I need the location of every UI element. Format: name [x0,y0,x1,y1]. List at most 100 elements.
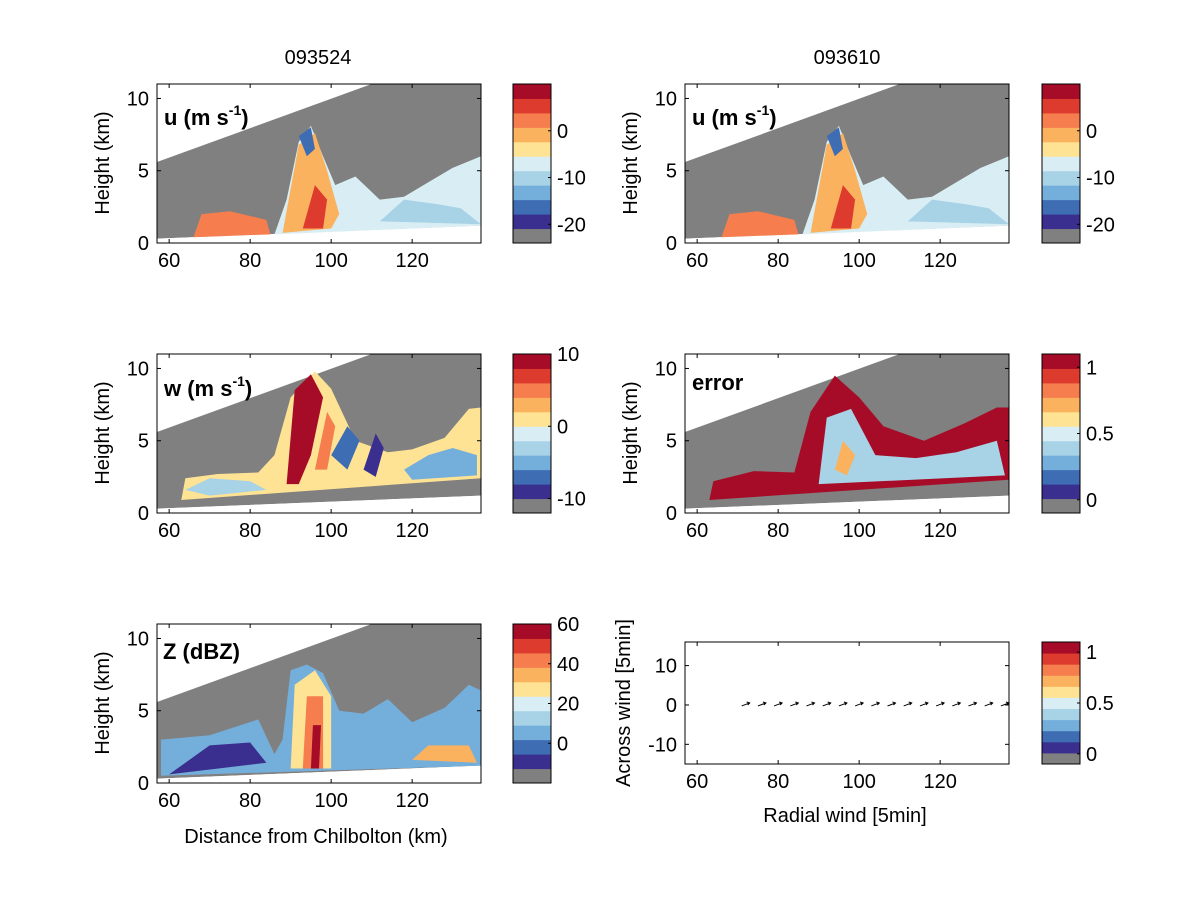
echo-region [286,374,324,485]
reflectivity-panel: Z (dBZ) Height (km) Distance from Chilbo… [92,614,579,848]
x-tick-label: 100 [314,790,347,812]
outside-scan [685,354,900,433]
colorbar-swatch [513,754,551,770]
x-tick-label: 120 [395,250,428,272]
column-title-right: 093610 [814,47,881,69]
error-panel: error Height (km) 1 0.5 0 60 80 100 120 0 5 10 [620,353,1114,542]
below-beam [157,495,481,513]
y-tick-label: 0 [138,233,149,255]
wind-arrow [822,702,831,707]
echo-region [185,478,267,496]
echo-region [830,185,856,229]
x-tick-label: 100 [842,520,875,542]
colorbar-swatch [1042,141,1080,157]
echo-region [826,127,843,157]
colorbar-swatch [1042,185,1080,201]
colorbar-frame [512,83,552,244]
echo-region [907,199,1009,225]
colorbar-swatch [513,397,551,413]
colorbar-tick-label: -10 [1086,168,1115,190]
x-tick-label: 60 [158,520,180,542]
colorbar-swatch [1042,354,1080,369]
colorbar-tick-label: 10 [557,344,579,366]
wind-arrow-head [827,701,832,706]
colorbar-swatch [513,354,551,369]
outside-scan [157,354,372,433]
wind-arrow [806,702,815,707]
colorbar-swatch [513,214,551,230]
wind-arrow [935,702,945,707]
x-tick-label: 120 [923,250,956,272]
colorbar-swatch [513,681,551,697]
echo-region [169,742,267,775]
colorbar-tick-label: -10 [557,168,586,190]
colorbar-swatch [513,768,551,783]
colorbar-swatch [1042,368,1080,384]
colorbar-swatch [1042,730,1080,743]
y-tick-label: 0 [666,695,677,717]
colorbar-swatch [1042,708,1080,721]
colorbar-swatch [1042,697,1080,710]
y-tick-label: 5 [138,161,149,183]
wind-arrow [984,702,993,707]
colorbar-swatch [513,667,551,683]
wind-arrow-head [924,701,929,706]
echo-region [412,745,477,763]
colorbar-swatch [1042,653,1080,665]
wind-arrow [790,702,799,707]
y-tick-label: 5 [666,431,677,453]
colorbar-swatch [513,141,551,157]
wind-arrow [1000,702,1010,707]
x-tick-label: 80 [239,790,261,812]
colorbar-swatch [513,652,551,668]
colorbar-swatch [1042,98,1080,114]
y-tick-label: 5 [138,431,149,453]
colorbar-swatch [513,112,551,128]
wind-arrow [838,702,848,707]
colorbar-swatch [513,170,551,186]
wind-arrow-head [762,701,767,706]
colorbar-swatch [513,127,551,143]
y-tick-label: 0 [666,503,677,525]
colorbar-swatch [1042,484,1080,500]
colorbar-tick-label: 0 [1086,121,1097,143]
axes-frame [156,353,482,514]
y-axis-label: Height (km) [92,111,114,214]
wind-arrow-head [940,701,946,706]
echo-region [302,185,328,229]
colorbar-tick-label: 0 [1086,490,1097,512]
echo-region [404,447,477,480]
echo-region [363,433,384,477]
colorbar-swatch [513,725,551,741]
wind-arrow [741,702,750,707]
x-tick-label: 60 [686,771,708,793]
echo-region [721,211,799,238]
colorbar-tick-label: 60 [557,614,579,636]
x-tick-label: 120 [395,790,428,812]
colorbar-tick-label: 20 [557,694,579,716]
colorbar-tick-label: -20 [557,214,586,236]
colorbar-swatch [513,228,551,243]
x-tick-label: 120 [395,520,428,542]
axes-frame [156,83,482,244]
wind-arrow-head [908,701,913,706]
colorbar-tick-label: -20 [1086,214,1115,236]
y-tick-label: 10 [127,88,149,110]
below-beam [157,765,481,783]
wind-arrow-head [859,701,865,706]
x-tick-label: 120 [923,771,956,793]
outside-scan [685,84,900,163]
colorbar-swatch [513,84,551,99]
wind-arrow [968,702,977,707]
colorbar-swatch [513,156,551,172]
below-beam [685,495,1009,513]
colorbar-swatch [1042,411,1080,427]
colorbar-swatch [513,498,551,513]
wind-arrow [757,702,767,707]
colorbar-tick-label: 0.5 [1086,424,1114,446]
error-region [818,408,1005,485]
wind-arrow-head [892,701,897,706]
x-tick-label: 80 [239,250,261,272]
